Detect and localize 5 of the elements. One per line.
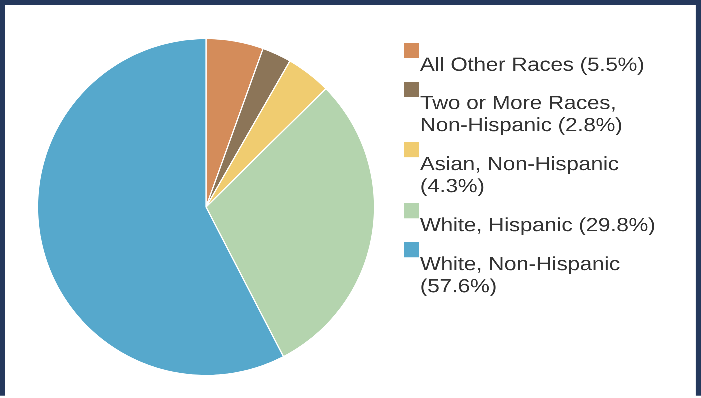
legend-label: Two or More Races, Non-Hispanic (2.8%) [420,96,622,136]
legend-label: White, Non-Hispanic (57.6%) [420,256,620,296]
legend-label: Asian, Non-Hispanic (4.3%) [420,156,619,196]
legend-label: All Other Races (5.5%) [420,56,644,75]
legend-label: White, Hispanic (29.8%) [420,217,654,236]
